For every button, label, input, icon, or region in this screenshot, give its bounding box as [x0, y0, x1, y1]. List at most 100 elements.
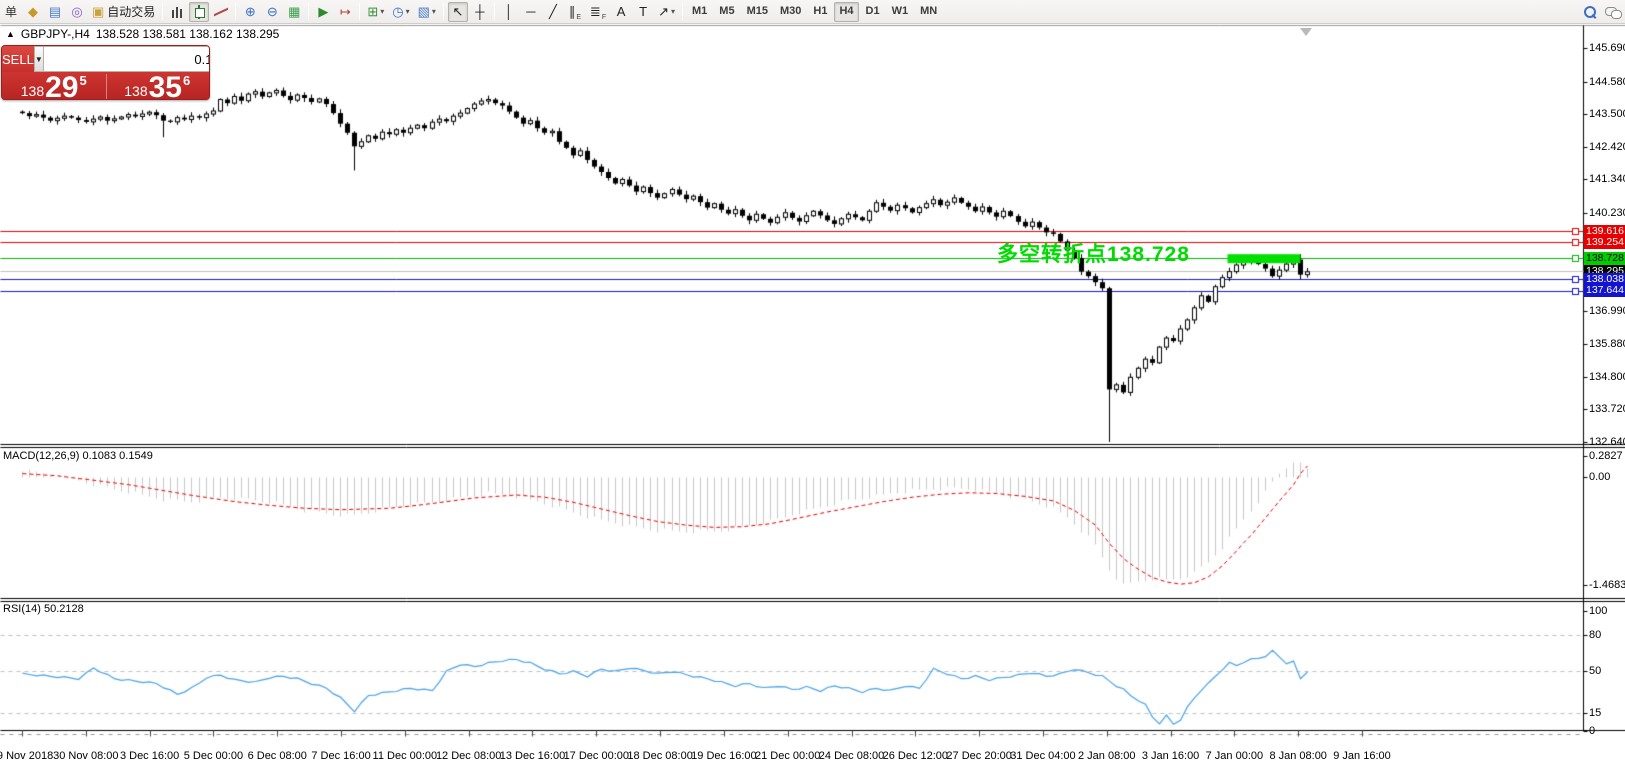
timeframe-m5[interactable]: M5 — [719, 5, 735, 17]
buy-price-button[interactable]: 138 35 6 — [105, 71, 209, 100]
vertical-line-glyph: │ — [504, 4, 513, 19]
timeframe-h4[interactable]: H4 — [834, 1, 859, 22]
price-level-badge: 138.728 — [1584, 251, 1625, 265]
text-label-glyph: T — [639, 4, 648, 19]
cursor-button[interactable]: ↖ — [447, 1, 468, 22]
buy-price-big: 35 — [148, 71, 182, 100]
timeframe-w1[interactable]: W1 — [891, 5, 909, 17]
time-axis-label: 3 Jan 16:00 — [1141, 750, 1200, 762]
new-order-icon[interactable]: ◆ — [23, 2, 43, 22]
time-axis-label: 3 Dec 16:00 — [119, 750, 180, 762]
line-chart-glyph — [214, 5, 228, 19]
time-axis-label: 29 Nov 2018 — [0, 750, 54, 762]
price-axis-tick: 140.230 — [1589, 206, 1625, 219]
timeframe-m30[interactable]: M30 — [779, 5, 802, 17]
time-axis-label: 6 Dec 08:00 — [247, 750, 307, 762]
toolbar-separator — [442, 3, 444, 20]
candlestick-chart-button[interactable] — [189, 1, 210, 22]
timeframe-h1[interactable]: H1 — [813, 5, 828, 17]
chat-icon-glyph — [1605, 5, 1622, 19]
crosshair-button[interactable]: ┼ — [470, 2, 490, 22]
sell-button[interactable]: SELL — [2, 46, 34, 72]
rsi-axis-tick: 50 — [1589, 665, 1602, 677]
signals-icon-glyph: ◎ — [71, 4, 83, 19]
signals-icon[interactable]: ◎ — [67, 2, 87, 22]
sub-label: F — [601, 13, 607, 21]
sell-price-prefix: 138 — [20, 83, 45, 99]
one-click-trading-panel: SELL ▼ ▲ BUY 138 29 5 138 35 6 — [1, 45, 210, 100]
price-level-badge: 137.644 — [1584, 284, 1625, 298]
time-axis-label: 13 Dec 16:00 — [499, 750, 566, 762]
sell-price-button[interactable]: 138 29 5 — [2, 72, 106, 99]
search-icon[interactable] — [1580, 2, 1600, 22]
autotrading-label: 自动交易 — [107, 4, 156, 19]
dropdown-caret-icon: ▾ — [671, 6, 676, 16]
autotrading-button[interactable]: ▣ 自动交易 — [89, 2, 158, 22]
arrows-tool-button[interactable]: ↗ ▾ — [655, 2, 678, 22]
market-watch-icon[interactable]: ▤ — [45, 2, 65, 22]
horizontal-line-button[interactable]: ─ — [521, 2, 541, 22]
text-label-button[interactable]: T — [633, 2, 653, 22]
bar-chart-button[interactable] — [167, 2, 187, 22]
time-axis-label: 17 Dec 00:00 — [563, 750, 629, 762]
rsi-axis-tick: 100 — [1589, 605, 1608, 617]
price-axis-tick: 133.720 — [1589, 403, 1625, 416]
timeframe-mn[interactable]: MN — [920, 5, 938, 17]
volume-decrease-button[interactable]: ▼ — [33, 46, 44, 72]
dropdown-caret-icon: ▾ — [405, 6, 410, 16]
rsi-axis-tick: 80 — [1589, 629, 1602, 641]
price-divider — [105, 74, 107, 99]
line-chart-button[interactable] — [211, 2, 231, 22]
rsi-axis-tick: 15 — [1589, 707, 1602, 719]
market-watch-icon-glyph: ▤ — [48, 4, 62, 19]
time-axis-label: 8 Jan 08:00 — [1269, 750, 1327, 762]
templates-button[interactable]: ▧ ▾ — [415, 2, 439, 22]
bar-chart-glyph — [170, 4, 185, 19]
macd-axis-tick: -1.4683 — [1589, 579, 1625, 591]
time-axis-label: 11 Dec 00:00 — [372, 750, 438, 762]
text-tool-button[interactable]: A — [611, 2, 631, 22]
indicators-button[interactable]: ⊞ ▾ — [364, 2, 387, 22]
price-axis-tick: 134.800 — [1589, 370, 1625, 383]
price-axis-tick: 143.500 — [1589, 108, 1625, 121]
time-axis-label: 27 Dec 20:00 — [946, 750, 1012, 762]
periods-button[interactable]: ◷ ▾ — [389, 2, 412, 22]
trendline-button[interactable]: ╱ — [543, 2, 563, 22]
new-order-button-partial[interactable]: 单 — [4, 4, 17, 19]
collapse-triangle-icon[interactable]: ▲ — [6, 29, 15, 39]
volume-input[interactable] — [43, 46, 209, 72]
time-axis-label: 2 Jan 08:00 — [1078, 750, 1136, 762]
time-axis-label: 24 Dec 08:00 — [818, 750, 885, 762]
horizontal-line-glyph: ─ — [526, 4, 536, 19]
time-axis-label: 18 Dec 08:00 — [627, 750, 693, 762]
fibonacci-button[interactable]: ≣ F — [587, 2, 609, 22]
scroll-to-end-marker[interactable] — [1300, 28, 1312, 36]
dropdown-caret-icon: ▾ — [380, 6, 385, 16]
price-axis-tick: 145.690 — [1589, 42, 1625, 54]
timeframe-m1[interactable]: M1 — [692, 5, 708, 17]
chart-shift-glyph: ↦ — [339, 4, 351, 19]
macd-indicator-label: MACD(12,26,9) 0.1083 0.1549 — [3, 450, 153, 462]
vertical-line-button[interactable]: │ — [499, 2, 519, 22]
tile-windows-glyph: ▦ — [288, 4, 301, 19]
pivot-point-annotation[interactable]: 多空转折点138.728 — [997, 243, 1190, 266]
auto-scroll-button[interactable]: ▶ — [313, 2, 333, 22]
price-axis-tick: 142.420 — [1589, 140, 1625, 153]
tile-windows-button[interactable]: ▦ — [284, 2, 304, 22]
chart-shift-button[interactable]: ↦ — [335, 2, 355, 22]
zoom-out-button[interactable]: ⊖ — [262, 2, 282, 22]
price-axis-tick: 136.990 — [1589, 304, 1625, 317]
indicators-glyph: ⊞ — [367, 4, 379, 19]
timeframe-d1[interactable]: D1 — [865, 5, 880, 17]
toolbar-separator — [493, 3, 495, 20]
price-level-badge: 138.038 — [1584, 272, 1625, 286]
arrows-tool-glyph: ↗ — [658, 4, 669, 19]
time-axis-label: 9 Jan 16:00 — [1333, 750, 1391, 762]
equidistant-channel-button[interactable]: ∥ E — [565, 2, 585, 22]
zoom-in-button[interactable]: ⊕ — [240, 2, 260, 22]
time-axis-label: 7 Dec 16:00 — [311, 750, 371, 762]
chat-icon[interactable] — [1602, 2, 1624, 22]
ohlc-values: 138.528 138.581 138.162 138.295 — [95, 27, 280, 41]
timeframe-m15[interactable]: M15 — [746, 5, 768, 17]
